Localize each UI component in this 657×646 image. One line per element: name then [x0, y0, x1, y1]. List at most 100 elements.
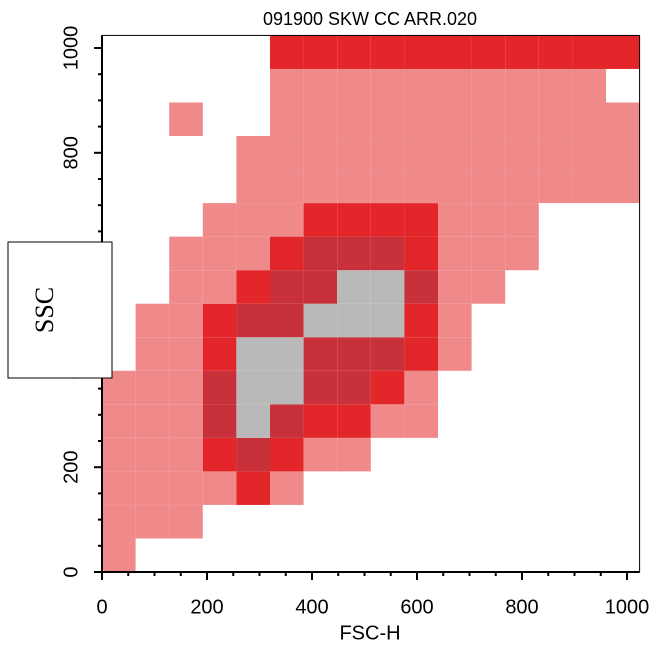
density-cell [472, 404, 506, 438]
density-cell [539, 371, 573, 405]
density-cell [472, 304, 506, 338]
density-cell [303, 337, 338, 371]
density-cell [202, 471, 237, 505]
density-cell [236, 270, 270, 304]
density-cell [169, 370, 203, 405]
density-cell [236, 35, 270, 69]
density-cell [102, 437, 136, 472]
density-cell [203, 69, 237, 103]
density-cell [337, 203, 371, 237]
density-cell [337, 303, 371, 338]
density-cell [538, 35, 573, 69]
x-tick-label: 600 [400, 596, 433, 618]
density-cell [370, 35, 405, 69]
density-cell [337, 270, 371, 304]
chart-title: 091900 SKW CC ARR.020 [263, 9, 477, 29]
density-cell [236, 136, 270, 170]
density-cell [539, 337, 573, 371]
density-cell [572, 505, 606, 539]
density-cell [438, 169, 472, 204]
density-cell [438, 35, 472, 69]
density-cell [102, 538, 136, 572]
density-cell [202, 337, 237, 371]
density-cell [572, 404, 606, 438]
density-cell [337, 337, 371, 371]
density-cell [337, 404, 371, 438]
density-cell [606, 404, 640, 438]
x-axis-label: FSC-H [339, 622, 400, 644]
density-cell [169, 203, 203, 237]
density-cell [371, 505, 405, 539]
density-cell [102, 136, 136, 170]
density-cell [505, 337, 539, 371]
density-cell [303, 102, 338, 137]
density-cell [572, 68, 606, 103]
density-cell [102, 170, 136, 204]
density-cell [538, 102, 573, 137]
density-cell [303, 370, 338, 405]
density-cell [371, 471, 405, 505]
density-cell [303, 136, 338, 170]
density-cell [505, 136, 539, 170]
density-cell [404, 505, 438, 539]
density-cell [270, 303, 304, 338]
density-cell [606, 304, 640, 338]
density-cell [236, 102, 270, 136]
density-cell [370, 404, 405, 438]
density-cell [404, 169, 438, 204]
density-cell [337, 169, 371, 204]
density-cell [136, 102, 170, 136]
density-cell [135, 437, 170, 472]
plot-area [102, 35, 640, 572]
y-tick-label: 1000 [60, 26, 82, 71]
density-cell [438, 371, 472, 405]
density-cell [169, 437, 203, 472]
density-cell [371, 438, 405, 472]
density-cell [303, 437, 338, 472]
density-cell [472, 371, 506, 405]
density-cell [505, 471, 539, 505]
density-cell [572, 471, 606, 505]
density-cell [438, 236, 472, 271]
density-cell [404, 102, 438, 137]
density-cell [539, 438, 573, 472]
density-cell [135, 370, 170, 405]
density-cell [404, 136, 438, 170]
density-cell [572, 438, 606, 472]
density-cell [438, 505, 472, 539]
density-cell [471, 236, 506, 271]
density-cell [337, 236, 371, 271]
density-cell [606, 538, 640, 572]
density-cell [505, 270, 539, 304]
x-tick-label: 0 [96, 596, 107, 618]
density-cell [270, 102, 304, 137]
density-cell [370, 68, 405, 103]
y-tick-label: 800 [60, 136, 82, 169]
density-cell [203, 102, 237, 136]
density-cell [471, 203, 506, 237]
density-cell [102, 203, 136, 237]
density-cell [572, 337, 606, 371]
density-cell [136, 203, 170, 237]
density-cell [505, 304, 539, 338]
density-cell [471, 35, 506, 69]
density-cell [270, 68, 304, 103]
y-tick-label: 200 [60, 451, 82, 484]
density-cell [303, 203, 338, 237]
density-cell [270, 203, 304, 237]
density-cell [203, 505, 237, 539]
density-cell [236, 370, 270, 405]
density-cell [102, 102, 136, 136]
density-cell [606, 270, 640, 304]
density-cell [606, 69, 640, 103]
density-cell [539, 505, 573, 539]
density-cell [438, 538, 472, 572]
density-cell [539, 270, 573, 304]
density-cell [136, 538, 170, 572]
density-cell [472, 337, 506, 371]
density-cell [337, 538, 371, 572]
density-cell [202, 303, 237, 338]
density-cell [505, 438, 539, 472]
density-cell [472, 505, 506, 539]
